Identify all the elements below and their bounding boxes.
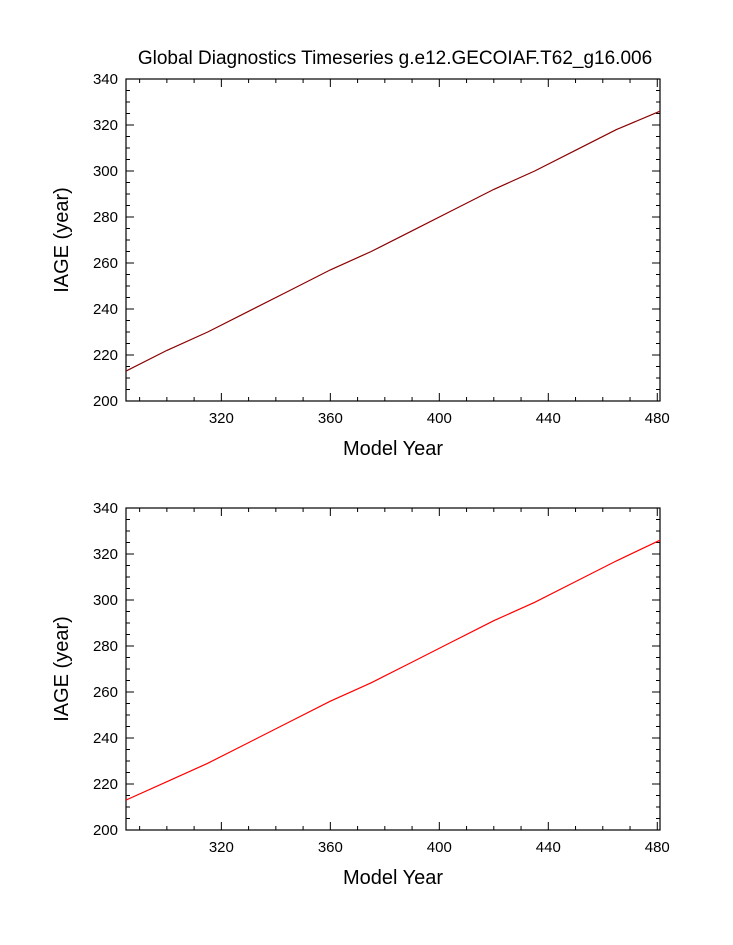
y-tick-label: 260 [93, 684, 118, 701]
x-axis-label: Model Year [343, 867, 443, 889]
x-tick-label: 360 [318, 839, 343, 856]
x-tick-label: 320 [209, 410, 234, 427]
y-tick-label: 300 [93, 163, 118, 180]
y-tick-label: 220 [93, 776, 118, 793]
x-tick-label: 440 [536, 410, 561, 427]
chart-top: 320 360 400 440 480 200 220 240 260 280 300 320 340 M… [51, 71, 670, 460]
y-tick-label: 340 [93, 71, 118, 88]
y-tick-label: 340 [93, 500, 118, 517]
x-tick-label: 360 [318, 410, 343, 427]
y-axis-label: IAGE (year) [51, 187, 73, 293]
y-tick-label: 240 [93, 301, 118, 318]
x-tick-label: 400 [427, 839, 452, 856]
y-tick-label: 220 [93, 347, 118, 364]
figure-title: Global Diagnostics Timeseries g.e12.GECO… [138, 48, 652, 69]
y-tick-label: 260 [93, 255, 118, 272]
x-tick-label: 440 [536, 839, 561, 856]
x-tick-label: 320 [209, 839, 234, 856]
y-tick-label: 320 [93, 117, 118, 134]
y-tick-label: 280 [93, 209, 118, 226]
series-line [125, 539, 661, 801]
series-line [125, 110, 661, 372]
x-tick-label: 480 [645, 839, 670, 856]
chart-bottom: 320 360 400 440 480 200 220 240 260 280 300 320 340 M… [51, 500, 670, 889]
y-tick-label: 280 [93, 638, 118, 655]
y-axis-label: IAGE (year) [51, 616, 73, 722]
plot-frame [125, 507, 661, 831]
x-tick-label: 480 [645, 410, 670, 427]
y-tick-label: 320 [93, 546, 118, 563]
y-tick-label: 200 [93, 822, 118, 839]
x-tick-label: 400 [427, 410, 452, 427]
x-axis-label: Model Year [343, 438, 443, 460]
y-tick-label: 240 [93, 730, 118, 747]
y-tick-label: 200 [93, 393, 118, 410]
y-tick-label: 300 [93, 592, 118, 609]
